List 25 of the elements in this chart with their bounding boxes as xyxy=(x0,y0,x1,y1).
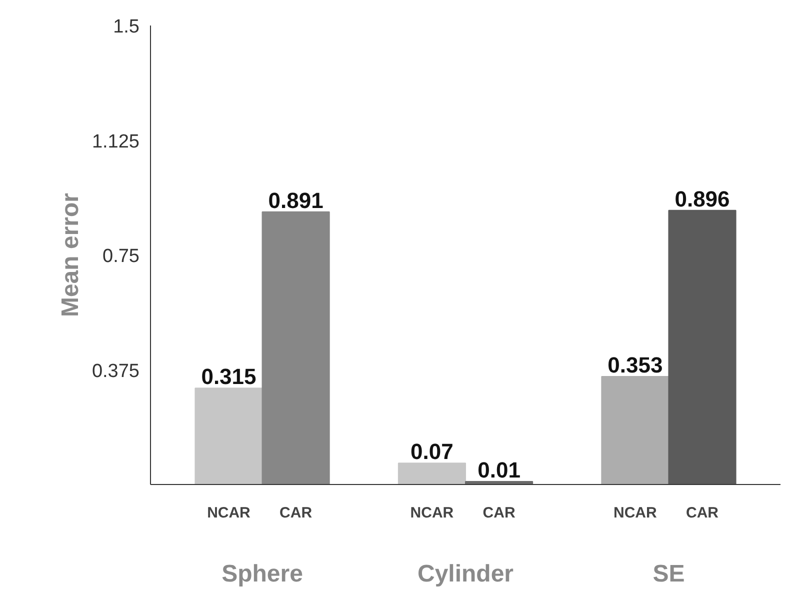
bar xyxy=(262,211,330,484)
data-label: 0.01 xyxy=(478,457,520,482)
y-tick-label: 0.75 xyxy=(102,246,140,267)
data-label: 0.315 xyxy=(201,364,256,390)
text: NCAR xyxy=(614,504,657,522)
data-label: 0.07 xyxy=(410,439,454,464)
bar xyxy=(194,388,263,484)
y-axis-title: Mean error xyxy=(56,192,84,318)
bar xyxy=(601,376,670,484)
data-label: 0.353 xyxy=(608,352,663,378)
y-tick-label: 1.125 xyxy=(92,131,140,152)
y-tick-label: 0.375 xyxy=(92,360,140,382)
text: CAR xyxy=(482,504,516,522)
data-label: 0.896 xyxy=(674,186,730,212)
series-label: NCAR xyxy=(207,504,251,522)
y-tick-label: 1.5 xyxy=(113,16,140,38)
data-label: 0.891 xyxy=(268,188,324,213)
text: CAR xyxy=(686,504,719,522)
x-tick-label: Sphere xyxy=(222,560,303,588)
x-tick-label: SE xyxy=(652,560,685,588)
text: NCAR xyxy=(410,504,454,522)
series-label: CAR xyxy=(280,504,312,522)
bar xyxy=(668,210,736,484)
x-tick-label: Cylinder xyxy=(417,560,514,588)
bar xyxy=(398,462,466,484)
